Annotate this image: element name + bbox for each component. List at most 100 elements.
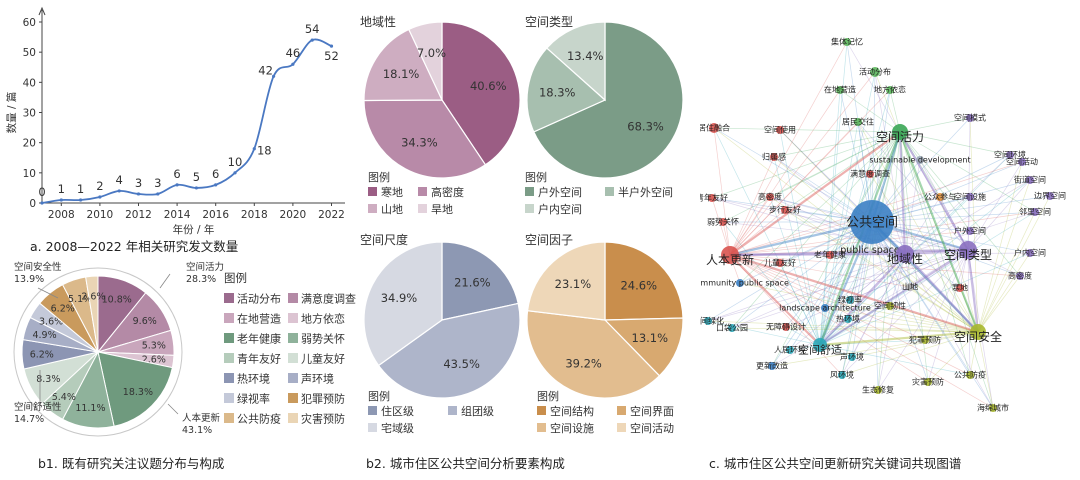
y-tick-label: 10 xyxy=(23,168,36,180)
network-edge xyxy=(871,211,1036,223)
network-edge xyxy=(731,221,873,329)
legend-label: 地方依恋 xyxy=(301,312,345,326)
slice-label: 6.2% xyxy=(51,304,75,315)
legend-label: 山地 xyxy=(381,203,403,216)
data-point xyxy=(117,189,121,193)
network-edge xyxy=(729,131,901,256)
network-edge xyxy=(871,195,1051,223)
network-edge xyxy=(871,221,1031,254)
node-label: 高密度 xyxy=(1008,271,1032,281)
network-edge xyxy=(819,344,971,376)
network-edge xyxy=(785,326,979,333)
node-label: 空间类型 xyxy=(944,248,992,262)
slice-label: 5.1% xyxy=(68,294,92,305)
network-edge xyxy=(729,254,911,288)
network-edge xyxy=(729,156,775,256)
legend-label: 寒地 xyxy=(381,185,403,199)
network-edge xyxy=(977,252,1031,333)
data-point xyxy=(40,201,44,205)
network-edge xyxy=(731,131,901,329)
network-edge xyxy=(711,197,731,256)
network-edge xyxy=(846,41,873,223)
network-edge xyxy=(819,211,1036,346)
data-point xyxy=(310,38,314,42)
network-edge xyxy=(899,131,1011,156)
group-leader xyxy=(167,403,179,415)
network-edge xyxy=(711,197,873,223)
node-label: 居民交往 xyxy=(842,117,874,127)
network-node xyxy=(813,338,827,352)
network-edge xyxy=(841,221,873,376)
network-edge xyxy=(904,248,969,256)
node-label: 空间绿化 xyxy=(700,316,724,326)
y-tick-label: 50 xyxy=(23,47,36,59)
network-node xyxy=(966,371,974,379)
network-edge xyxy=(967,249,971,376)
legend-swatch xyxy=(368,204,377,213)
network-edge xyxy=(729,196,771,256)
network-edge xyxy=(871,154,1011,223)
legend-label: 住区级 xyxy=(381,404,414,418)
slice-label: 13.4% xyxy=(567,49,604,63)
group-value: 28.3% xyxy=(186,274,216,285)
network-edge xyxy=(711,131,901,199)
data-label: 5 xyxy=(193,170,200,184)
network-edge xyxy=(784,131,901,211)
network-node xyxy=(866,170,874,178)
legend-label: 声环境 xyxy=(301,372,334,386)
network-edge xyxy=(841,249,969,376)
network-edge xyxy=(819,249,969,346)
network-edge xyxy=(729,254,971,376)
network-edge xyxy=(729,248,969,257)
data-label: 54 xyxy=(305,22,320,36)
data-label: 3 xyxy=(154,176,161,190)
network-edge xyxy=(927,331,979,383)
network-edge xyxy=(977,179,1031,333)
pie-slice xyxy=(545,21,606,102)
node-label: 热环境 xyxy=(836,314,860,324)
network-edge xyxy=(869,131,901,175)
network-edge xyxy=(824,253,906,309)
network-edge xyxy=(829,131,901,256)
network-edge xyxy=(847,253,906,320)
network-edge xyxy=(904,253,994,409)
data-label: 6 xyxy=(212,167,219,181)
node-label: 公共防疫 xyxy=(954,370,986,380)
network-edge xyxy=(849,249,969,301)
slice-label: 6.2% xyxy=(30,349,54,360)
slice-label: 21.6% xyxy=(454,275,491,289)
network-edge xyxy=(877,131,901,391)
network-edge xyxy=(841,131,901,376)
network-edge xyxy=(713,127,979,333)
node-label: 海绵城市 xyxy=(977,403,1009,413)
node-label: 边界空间 xyxy=(1034,191,1066,201)
network-edge xyxy=(729,89,841,256)
network-node xyxy=(874,386,882,394)
group-name: 空间活力 xyxy=(186,261,224,273)
network-node xyxy=(886,302,894,310)
network-edge xyxy=(818,221,874,346)
node-label: 空间活力 xyxy=(876,130,924,144)
legend-swatch xyxy=(224,393,234,403)
network-edge xyxy=(769,131,901,198)
network-edge xyxy=(819,154,1011,346)
node-label: 空间舒适 xyxy=(798,343,842,357)
network-edge xyxy=(909,286,979,333)
slice-label: 39.2% xyxy=(565,356,602,370)
pie-title: 地域性 xyxy=(360,15,396,29)
legend-label: 弱势关怀 xyxy=(301,332,345,346)
legend-label: 半户外空间 xyxy=(618,185,673,199)
node-label: 寒地 xyxy=(952,283,968,293)
node-label: 青年友好 xyxy=(700,193,728,203)
network-edge xyxy=(899,131,994,409)
pie-slice xyxy=(526,241,606,321)
node-label: 灾害预防 xyxy=(912,377,944,387)
network-node xyxy=(846,296,854,304)
network-edge xyxy=(869,249,979,333)
network-edge xyxy=(789,221,873,351)
node-label: 弱势关怀 xyxy=(707,217,739,227)
legend-swatch xyxy=(368,423,377,432)
network-node xyxy=(848,353,856,361)
node-label: 风环境 xyxy=(830,370,854,380)
